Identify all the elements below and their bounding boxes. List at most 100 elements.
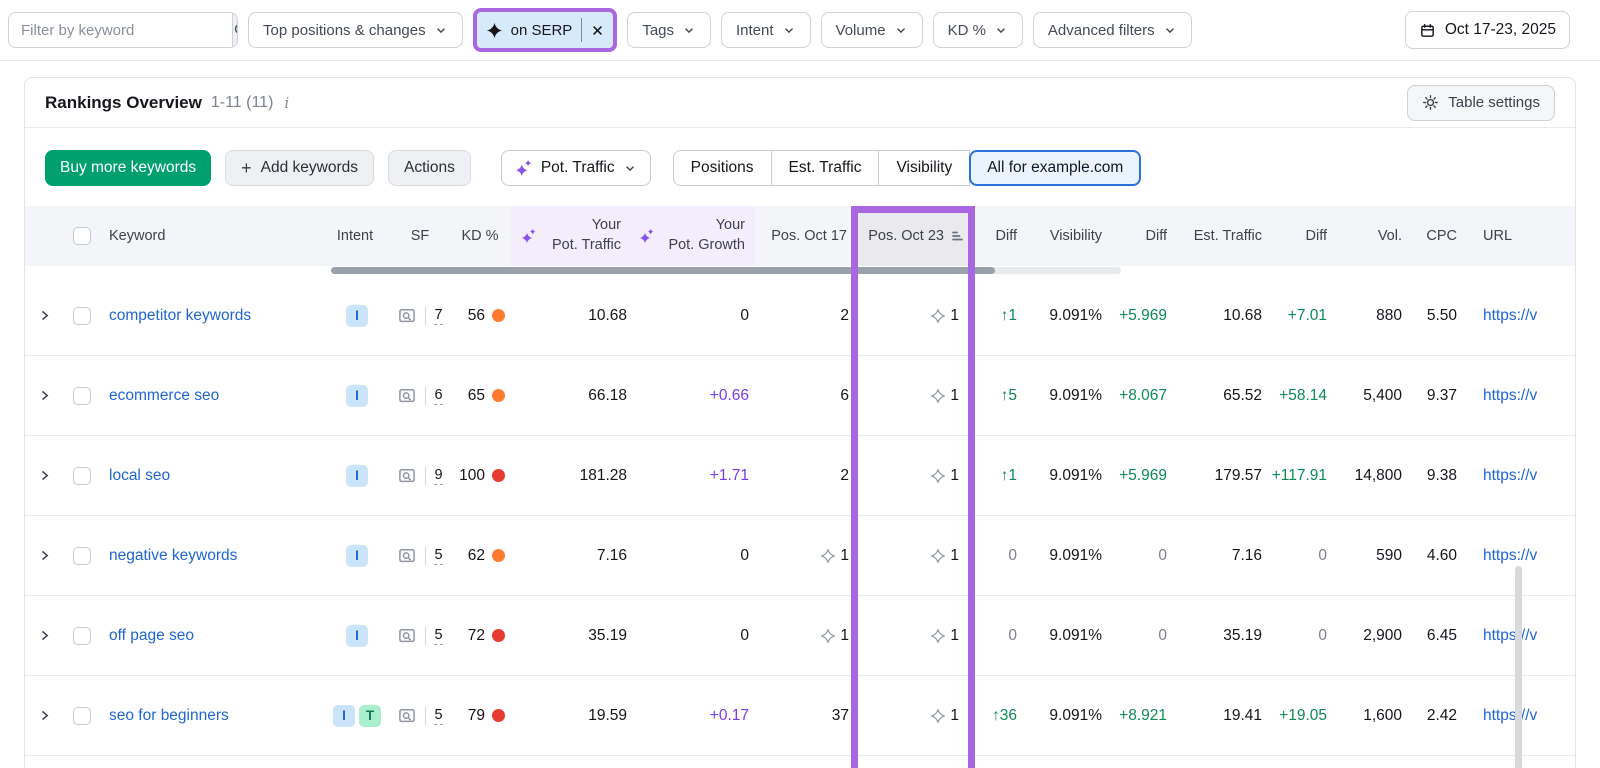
intent-badge-I[interactable]: I [346,545,368,567]
serp-preview-icon[interactable] [397,626,417,646]
row-expand-button[interactable] [25,356,65,435]
serp-preview-icon[interactable] [397,466,417,486]
kd-cell: 79 [451,676,511,755]
pos-oct17-cell: 2 [755,436,851,515]
intent-filter-dropdown[interactable]: Intent [721,12,811,48]
row-expand-button[interactable] [25,436,65,515]
intent-badge-I[interactable]: I [346,625,368,647]
serp-preview-icon[interactable] [397,386,417,406]
chevron-down-icon [434,23,448,37]
sf-count[interactable]: 5 [434,627,442,645]
header-diff-pos[interactable]: Diff [975,206,1019,266]
url-link[interactable]: https://v [1483,467,1537,485]
header-visibility[interactable]: Visibility [1019,206,1104,266]
header-diff-est[interactable]: Diff [1264,206,1329,266]
header-est-traffic[interactable]: Est. Traffic [1169,206,1264,266]
row-expand-button[interactable] [25,276,65,355]
url-link[interactable]: https://v [1483,307,1537,325]
row-checkbox[interactable] [73,627,91,645]
pot-growth-cell: 0 [629,276,755,355]
panel-header: Rankings Overview 1-11 (11) i Table sett… [25,78,1575,128]
kd-difficulty-dot [492,709,505,722]
row-expand-button[interactable] [25,596,65,675]
url-link[interactable]: https://v [1483,627,1537,645]
serp-preview-icon[interactable] [397,546,417,566]
scrollbar-thumb[interactable] [331,267,995,274]
top-positions-filter-dropdown[interactable]: Top positions & changes [248,12,463,48]
select-all-checkbox[interactable] [73,227,91,245]
header-url[interactable]: URL [1459,206,1575,266]
intent-badge-I[interactable]: I [346,385,368,407]
keyword-link[interactable]: local seo [109,467,170,485]
tags-filter-label: Tags [642,22,674,39]
volume-filter-dropdown[interactable]: Volume [821,12,923,48]
sf-count[interactable]: 7 [434,307,442,325]
row-expand-button[interactable] [25,516,65,595]
tab-visibility[interactable]: Visibility [878,150,970,186]
advanced-filters-label: Advanced filters [1048,22,1155,39]
on-serp-filter-chip[interactable]: on SERP [473,8,618,52]
header-kd[interactable]: KD % [451,206,511,266]
row-checkbox[interactable] [73,707,91,725]
intent-badge-I[interactable]: I [346,465,368,487]
keyword-link[interactable]: seo for beginners [109,707,229,725]
header-pot-traffic[interactable]: YourPot. Traffic [511,206,629,266]
table-settings-button[interactable]: Table settings [1407,85,1555,121]
close-icon [591,24,604,37]
header-pos-oct17[interactable]: Pos. Oct 17 [755,206,851,266]
intent-cell: I [321,276,391,355]
search-button[interactable] [232,13,238,47]
actions-button[interactable]: Actions [388,150,471,186]
row-checkbox[interactable] [73,467,91,485]
header-intent[interactable]: Intent [321,206,391,266]
date-range-picker[interactable]: Oct 17-23, 2025 [1405,11,1570,49]
header-pot-growth[interactable]: YourPot. Growth [629,206,755,266]
url-link[interactable]: https://v [1483,707,1537,725]
header-pos-oct23[interactable]: Pos. Oct 23 [851,206,975,266]
row-checkbox[interactable] [73,307,91,325]
sf-count[interactable]: 6 [434,387,442,405]
intent-badge-T[interactable]: T [359,705,381,727]
url-cell: https://v [1459,436,1575,515]
sf-count[interactable]: 5 [434,547,442,565]
sf-count[interactable]: 9 [434,467,442,485]
info-icon[interactable]: i [282,94,289,112]
visibility-cell: 9.091% [1019,676,1104,755]
keyword-link[interactable]: ecommerce seo [109,387,219,405]
cpc-cell: 5.50 [1404,276,1459,355]
vertical-scrollbar-thumb[interactable] [1515,566,1522,768]
tab-est-traffic[interactable]: Est. Traffic [771,150,880,186]
tags-filter-dropdown[interactable]: Tags [627,12,711,48]
header-sf[interactable]: SF [391,206,451,266]
url-link[interactable]: https://v [1483,547,1537,565]
row-expand-button[interactable] [25,676,65,755]
keyword-link[interactable]: competitor keywords [109,307,251,325]
serp-preview-icon[interactable] [397,706,417,726]
advanced-filters-dropdown[interactable]: Advanced filters [1033,12,1192,48]
url-link[interactable]: https://v [1483,387,1537,405]
row-checkbox[interactable] [73,547,91,565]
remove-serp-filter-button[interactable] [581,18,604,42]
sf-count[interactable]: 5 [434,707,442,725]
row-checkbox[interactable] [73,387,91,405]
serp-feature-diamond-icon [930,628,946,644]
keyword-filter-input[interactable] [9,13,232,47]
keyword-link[interactable]: off page seo [109,627,194,645]
kd-filter-dropdown[interactable]: KD % [933,12,1023,48]
keyword-link[interactable]: negative keywords [109,547,237,565]
pot-growth-cell: 0 [629,516,755,595]
header-cpc[interactable]: CPC [1404,206,1459,266]
intent-badge-I[interactable]: I [346,305,368,327]
buy-more-keywords-button[interactable]: Buy more keywords [45,150,211,186]
serp-preview-icon[interactable] [397,306,417,326]
tab-positions[interactable]: Positions [673,150,772,186]
header-keyword[interactable]: Keyword [101,206,321,266]
header-diff-visibility[interactable]: Diff [1104,206,1169,266]
sf-cell: 5 [391,516,451,595]
add-keywords-button[interactable]: + Add keywords [225,150,374,186]
row-expand-icon [37,468,52,483]
intent-badge-I[interactable]: I [333,705,355,727]
pot-traffic-dropdown[interactable]: Pot. Traffic [501,150,651,186]
header-vol[interactable]: Vol. [1329,206,1404,266]
tab-all-for-domain[interactable]: All for example.com [969,150,1141,186]
